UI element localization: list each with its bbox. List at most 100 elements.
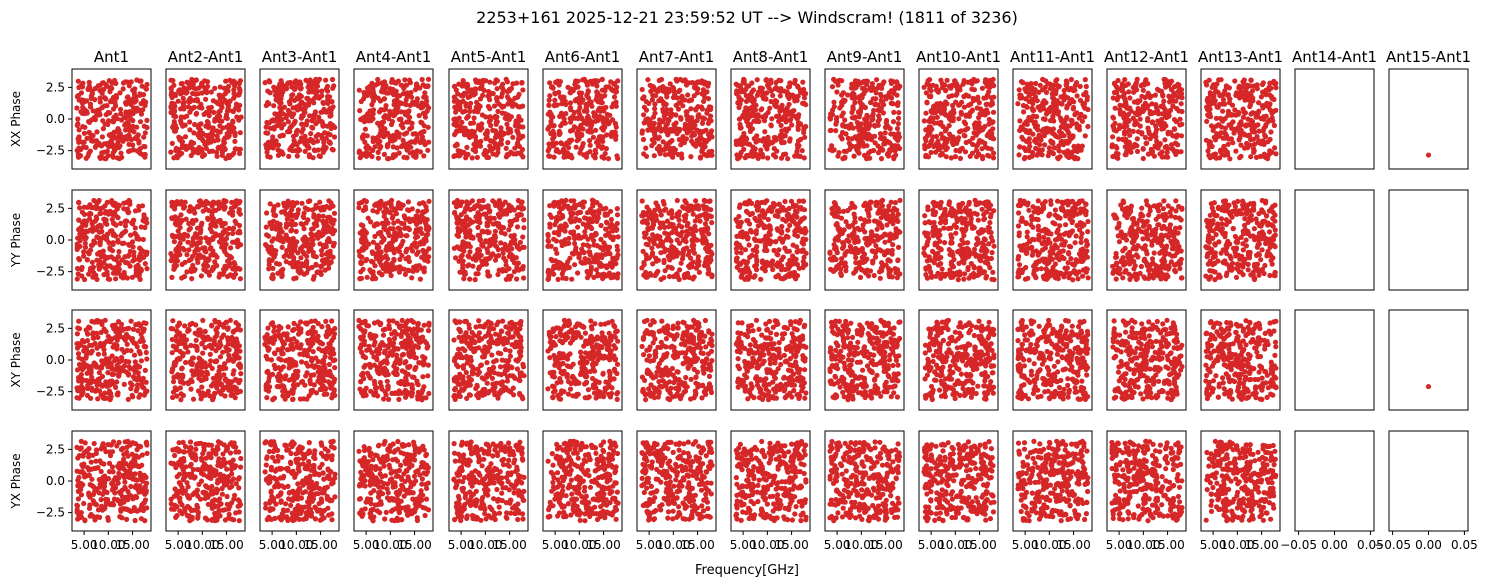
data-point [1425,152,1432,158]
data-point [515,129,521,135]
data-point [86,83,92,89]
data-point [291,276,297,282]
data-point [199,90,205,96]
data-point [298,135,304,141]
data-point [319,132,325,138]
data-point [232,138,238,144]
data-point [370,111,376,117]
data-point [938,110,944,116]
data-point [1074,93,1080,99]
data-point [213,233,219,239]
data-point [404,130,410,136]
data-point [325,100,331,106]
data-point [386,156,392,162]
data-point [707,131,713,138]
data-point [1074,80,1080,86]
data-point [691,80,697,86]
data-point [1047,86,1053,92]
data-point [953,147,959,154]
data-point [89,259,95,265]
data-point [82,244,89,250]
data-point [294,200,300,206]
data-point [508,114,514,120]
data-point [362,126,368,132]
data-point [875,118,881,124]
data-point [93,272,99,278]
data-point [547,109,553,115]
data-point [769,116,775,122]
data-point [297,85,303,91]
data-point [1082,105,1088,111]
data-point [117,106,124,112]
data-point [184,269,190,275]
data-point [1016,152,1022,158]
data-point [192,148,198,155]
data-point [82,124,88,130]
data-point [575,78,581,84]
data-point [273,260,280,267]
data-point [857,109,863,116]
data-point [963,139,969,146]
data-point [519,79,525,86]
data-point [666,151,672,157]
data-point [1172,149,1178,155]
data-point [289,212,295,219]
data-point [194,233,200,239]
data-point [302,105,308,111]
data-point [505,140,511,146]
data-point [846,123,852,129]
data-point [611,94,618,100]
subplot [1200,68,1281,170]
data-point [969,150,976,156]
data-point [78,226,84,232]
data-point [761,136,767,142]
column-title: Ant2-Ant1 [168,48,243,66]
data-point [515,118,522,124]
data-point [671,150,678,156]
data-point [394,134,400,140]
data-point [226,99,232,105]
data-point [1164,143,1170,150]
data-point [286,221,292,227]
data-point [741,146,747,152]
data-point [237,150,243,157]
data-point [1068,136,1074,142]
data-point [105,209,111,215]
data-point [578,115,585,121]
data-point [1134,112,1140,118]
data-point [576,136,582,142]
data-point [1253,154,1260,160]
data-point [206,257,212,263]
data-point [669,128,675,134]
data-point [302,205,308,211]
data-point [323,218,329,224]
data-point [312,87,318,93]
data-point [1248,137,1254,143]
data-point [568,152,574,158]
data-point [292,118,298,124]
data-point [208,222,214,228]
data-point [1042,142,1048,148]
data-point [557,130,563,136]
data-point [217,202,223,208]
data-point [946,83,953,89]
data-point [694,118,700,124]
data-point [1222,130,1228,136]
data-point [785,84,792,90]
data-point [839,92,845,98]
data-point [1225,92,1231,98]
data-point [573,115,579,121]
data-point [265,99,271,106]
data-point [1149,148,1155,154]
data-point [97,95,103,101]
data-point [209,229,215,235]
data-point [289,114,295,120]
data-point [1079,143,1085,149]
data-point [97,206,103,212]
data-point [100,80,106,86]
data-point [289,227,295,233]
data-point [490,145,496,152]
data-point [394,100,400,106]
data-point [512,95,518,101]
data-point [794,116,800,122]
